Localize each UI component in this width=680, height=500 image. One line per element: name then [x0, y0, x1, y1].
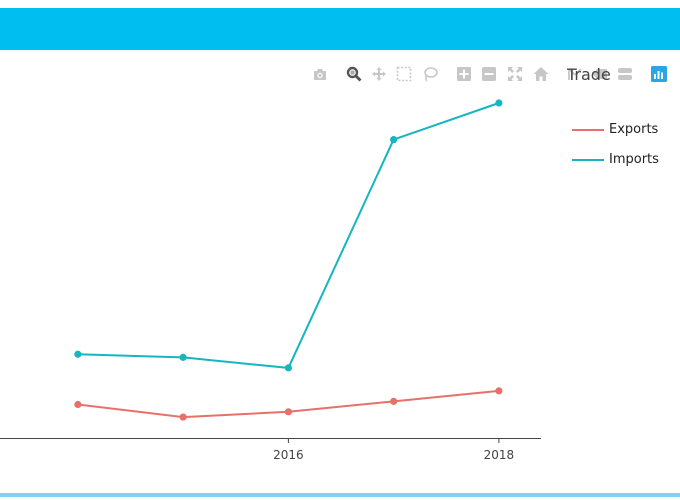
- legend-label-imports: Imports: [609, 152, 659, 167]
- hover-closest-icon[interactable]: [591, 65, 609, 83]
- data-point-imports[interactable]: [495, 99, 503, 107]
- legend-swatch-imports: [572, 159, 604, 161]
- data-point-exports[interactable]: [390, 397, 398, 405]
- box-select-icon[interactable]: [395, 65, 413, 83]
- lasso-select-icon[interactable]: [421, 65, 439, 83]
- reset-axes-icon[interactable]: [532, 65, 550, 83]
- camera-icon[interactable]: [311, 65, 329, 83]
- hover-compare-icon[interactable]: [616, 65, 634, 83]
- autoscale-icon[interactable]: [506, 65, 524, 83]
- plotly-logo-icon[interactable]: [650, 65, 668, 83]
- data-point-exports[interactable]: [495, 387, 503, 395]
- series-line-imports[interactable]: [77, 102, 500, 369]
- legend-swatch-exports: [572, 129, 604, 131]
- data-point-imports[interactable]: [284, 364, 292, 372]
- bottom-rule: [0, 493, 680, 497]
- data-point-imports[interactable]: [74, 350, 82, 358]
- legend-label-exports: Exports: [609, 122, 659, 137]
- zoom-out-icon[interactable]: [480, 65, 498, 83]
- chart-title: Trade: [567, 65, 611, 84]
- data-point-exports[interactable]: [74, 400, 82, 409]
- pan-icon[interactable]: [370, 65, 388, 83]
- data-point-exports[interactable]: [284, 408, 292, 416]
- spike-lines-icon[interactable]: [566, 65, 584, 83]
- data-point-exports[interactable]: [179, 413, 187, 421]
- zoom-icon[interactable]: [345, 65, 363, 83]
- data-point-imports[interactable]: [179, 353, 187, 361]
- header-bar: [0, 8, 680, 50]
- zoom-in-icon[interactable]: [455, 65, 473, 83]
- x-tick-label: 2016: [273, 448, 304, 462]
- data-point-imports[interactable]: [390, 136, 398, 144]
- x-tick-label: 2018: [484, 448, 515, 462]
